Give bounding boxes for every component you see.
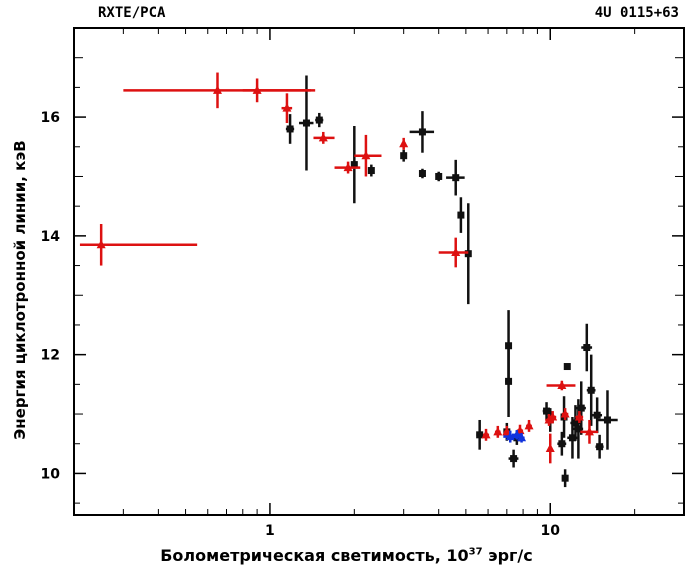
header-right-label: 4U 0115+63 xyxy=(594,5,679,21)
data-point-black xyxy=(583,344,591,352)
data-point-red xyxy=(560,409,570,418)
y-tick-label: 14 xyxy=(41,229,61,245)
data-point-black xyxy=(400,152,408,160)
data-point-black xyxy=(302,119,310,127)
data-point-black xyxy=(571,419,579,427)
data-point-black xyxy=(568,434,576,442)
data-point-red xyxy=(524,420,534,430)
y-axis-label: Энергия циклотронной линии, кэВ xyxy=(11,140,29,440)
data-point-red xyxy=(584,426,594,436)
data-point-black xyxy=(418,170,426,178)
data-point-red xyxy=(252,85,262,94)
y-tick-label: 16 xyxy=(41,110,60,126)
x-axis-label: Болометрическая светимость, 1037 эрг/с xyxy=(0,546,693,565)
data-point-red xyxy=(574,412,584,421)
data-point-black xyxy=(452,174,460,182)
data-point-red xyxy=(493,426,503,436)
y-tick-label: 10 xyxy=(41,466,61,482)
data-point-black xyxy=(476,431,484,439)
data-point-red xyxy=(282,103,292,112)
data-point-red xyxy=(399,138,409,148)
data-point-red xyxy=(557,380,567,390)
data-point-blue xyxy=(517,432,527,442)
y-tick-label: 12 xyxy=(41,348,60,364)
data-point-black xyxy=(505,377,513,385)
data-point-black xyxy=(561,474,569,482)
x-tick-label: 10 xyxy=(541,523,561,539)
x-tick-label: 1 xyxy=(265,523,275,539)
data-point-red xyxy=(481,429,491,439)
data-point-black xyxy=(418,128,426,136)
data-point-black xyxy=(574,425,582,433)
header-left-label: RXTE/PCA xyxy=(98,5,166,21)
x-axis-label-prefix: Болометрическая светимость, 10 xyxy=(160,546,469,565)
data-point-black xyxy=(435,172,443,180)
data-point-black xyxy=(286,125,294,133)
data-point-black xyxy=(558,440,566,448)
data-point-black xyxy=(603,416,611,424)
data-point-black xyxy=(315,116,323,124)
data-point-black xyxy=(543,407,551,415)
data-point-red xyxy=(212,85,222,94)
data-point-red xyxy=(451,247,461,256)
data-point-red xyxy=(343,162,353,172)
data-point-red xyxy=(545,443,555,452)
data-point-black xyxy=(596,443,604,451)
data-point-black xyxy=(510,455,518,463)
data-point-black xyxy=(593,411,601,419)
data-point-red xyxy=(96,239,106,249)
data-point-black xyxy=(457,211,465,219)
x-axis-label-exponent: 37 xyxy=(468,546,483,558)
data-point-red xyxy=(548,412,558,421)
data-point-black xyxy=(367,167,375,175)
data-point-black xyxy=(350,161,358,169)
data-point-black xyxy=(577,404,585,412)
data-point-black xyxy=(587,386,595,394)
plot-frame xyxy=(73,27,685,516)
data-point-red xyxy=(318,132,328,142)
data-point-blue xyxy=(505,431,515,441)
data-point-blue xyxy=(512,429,522,439)
data-point-black xyxy=(563,363,571,371)
x-axis-label-unit: эрг/с xyxy=(482,546,533,565)
data-point-red xyxy=(361,150,371,160)
